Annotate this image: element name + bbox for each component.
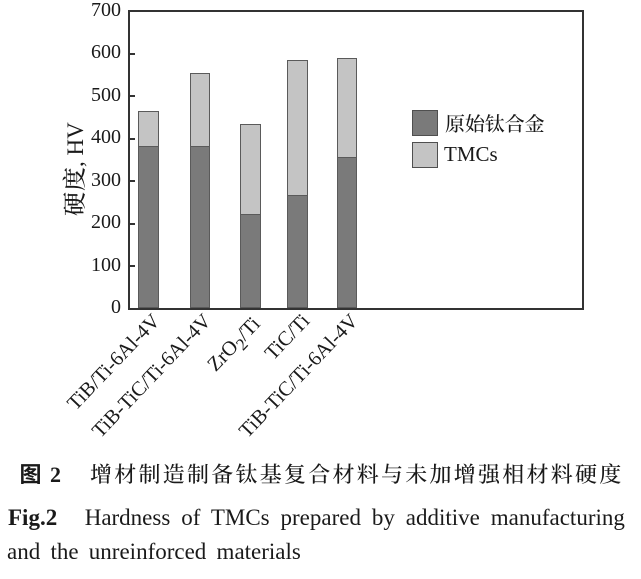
- svg-text:2: 2: [50, 462, 61, 487]
- svg-text:, HV: , HV: [63, 122, 88, 167]
